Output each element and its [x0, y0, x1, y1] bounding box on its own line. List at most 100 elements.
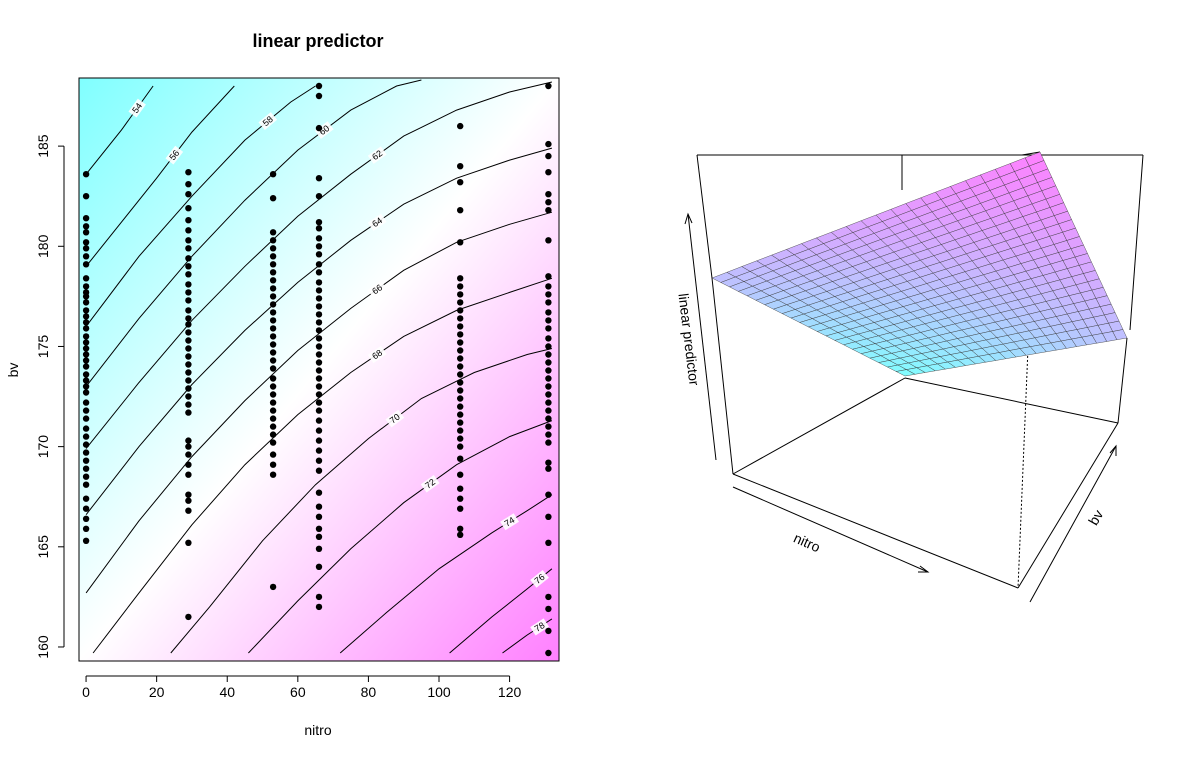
box-edge	[1129, 154, 1144, 331]
data-point	[315, 593, 323, 601]
data-point	[545, 439, 552, 446]
data-point	[185, 437, 192, 444]
data-point	[545, 140, 552, 148]
data-point	[545, 335, 552, 342]
chart-title: linear predictor	[252, 31, 383, 51]
data-point	[82, 223, 90, 230]
y-tick-label: 160	[35, 635, 51, 659]
data-point	[457, 443, 464, 450]
data-point	[315, 279, 323, 286]
data-point	[185, 337, 192, 344]
data-point	[269, 461, 277, 468]
y-tick-label: 180	[35, 234, 51, 258]
data-point	[457, 207, 464, 214]
data-point	[185, 289, 192, 296]
data-point	[457, 363, 464, 370]
data-point	[315, 351, 323, 358]
data-point	[82, 283, 90, 290]
data-point	[269, 301, 277, 308]
z-arrowhead	[684, 212, 693, 225]
data-point	[185, 263, 192, 270]
contour-label-bg	[128, 98, 146, 118]
data-point	[82, 371, 90, 378]
data-point	[82, 399, 90, 406]
contour-line	[248, 420, 553, 654]
data-point	[185, 237, 192, 244]
data-point	[457, 371, 464, 378]
data-point	[545, 325, 552, 332]
data-point	[457, 347, 464, 354]
data-point	[545, 539, 552, 546]
data-point	[457, 379, 464, 386]
x-tick-label: 60	[290, 684, 306, 700]
data-point	[315, 327, 323, 334]
contour-label-bg	[165, 145, 184, 165]
data-point	[315, 563, 323, 570]
data-point	[269, 171, 277, 178]
data-point	[185, 539, 192, 546]
contour-label: 68	[370, 348, 384, 362]
data-point	[82, 275, 90, 282]
data-point	[545, 199, 552, 206]
data-point	[545, 627, 552, 635]
contour-label: 70	[388, 412, 402, 426]
data-point	[315, 427, 323, 434]
data-point	[269, 391, 277, 398]
data-point	[545, 299, 552, 306]
surface-x-label: nitro	[791, 530, 823, 556]
data-points	[82, 82, 552, 657]
data-point	[269, 423, 277, 430]
data-point	[457, 471, 464, 478]
data-point	[315, 311, 323, 318]
surface-box-front	[684, 212, 1117, 603]
data-point	[185, 255, 192, 262]
data-point	[269, 277, 277, 284]
data-point	[82, 319, 90, 326]
data-point	[315, 367, 323, 374]
x-tick-label: 40	[219, 684, 235, 700]
data-point	[185, 271, 192, 278]
data-point	[185, 613, 192, 621]
data-point	[82, 495, 90, 502]
data-point	[315, 235, 323, 242]
data-point	[315, 407, 323, 414]
box-floor-edge	[732, 473, 1019, 589]
data-point	[315, 503, 323, 510]
data-point	[269, 383, 277, 390]
contour-label-bg	[258, 112, 278, 131]
data-point	[82, 325, 90, 332]
data-point	[545, 273, 552, 280]
data-point	[82, 481, 90, 488]
data-point	[315, 261, 323, 268]
data-point	[457, 505, 464, 512]
contour-label: 56	[167, 148, 181, 162]
data-point	[185, 471, 192, 478]
x-tick-label: 100	[427, 684, 451, 700]
contour-line	[92, 277, 553, 654]
data-point	[315, 243, 323, 250]
surface-facet	[1112, 329, 1128, 340]
data-point	[545, 459, 552, 466]
contour-label: 54	[130, 101, 144, 115]
data-point	[82, 313, 90, 320]
data-point	[315, 533, 323, 540]
data-point	[545, 191, 552, 198]
data-point	[82, 293, 90, 300]
data-point	[315, 391, 323, 398]
data-point	[185, 227, 192, 234]
box-edge	[711, 277, 734, 475]
data-point	[185, 451, 192, 458]
data-point	[315, 467, 323, 474]
data-point	[457, 179, 464, 186]
data-point	[185, 169, 192, 176]
data-point	[545, 82, 552, 90]
y-tick-label: 175	[35, 335, 51, 359]
data-point	[545, 407, 552, 414]
data-point	[315, 489, 323, 496]
data-point	[82, 525, 90, 532]
data-point	[457, 355, 464, 362]
y-tick-label: 170	[35, 435, 51, 459]
data-point	[315, 383, 323, 390]
